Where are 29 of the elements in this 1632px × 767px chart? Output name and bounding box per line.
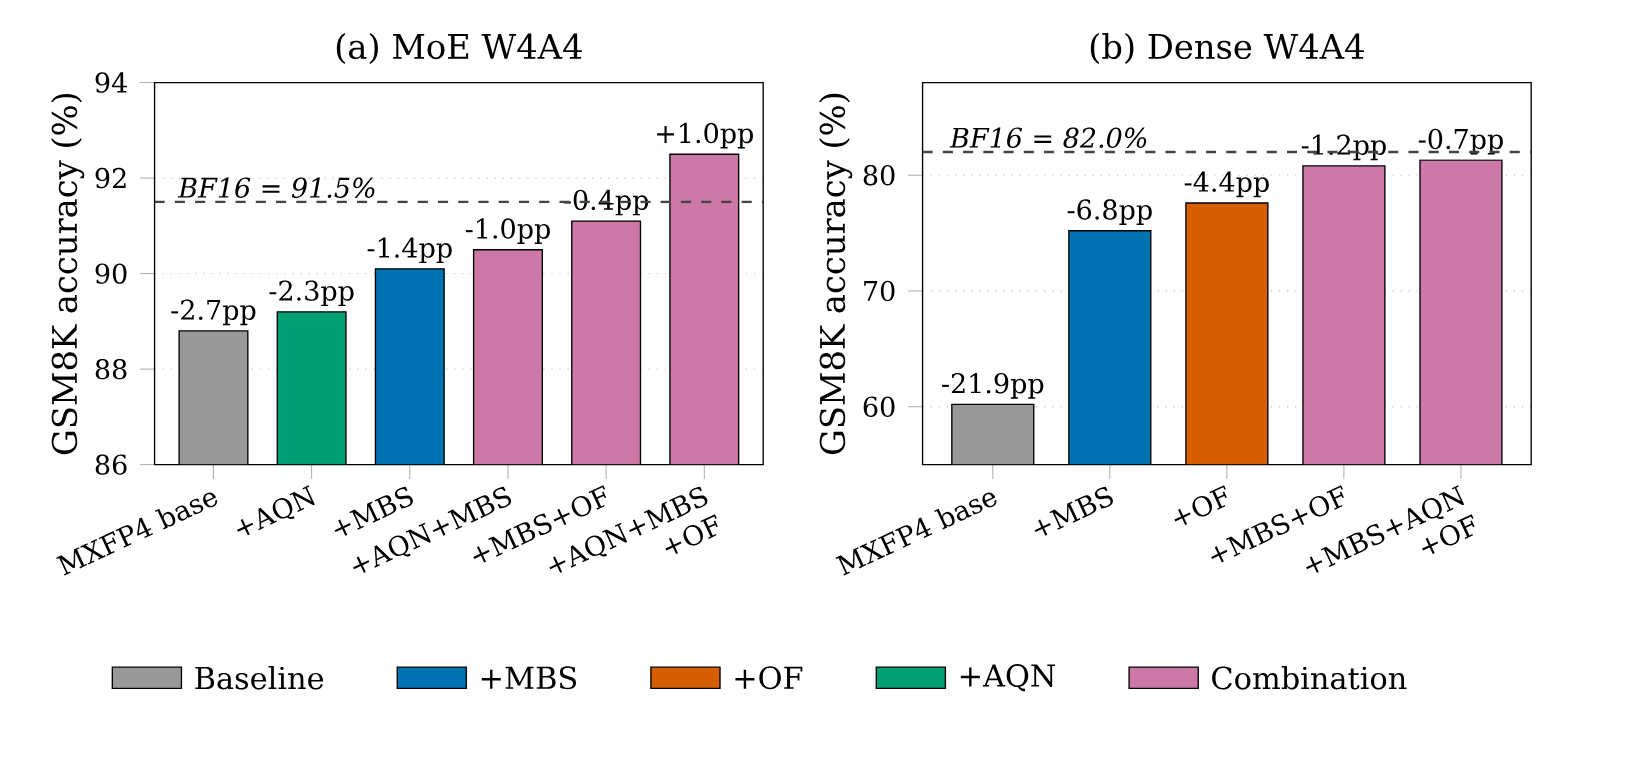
y-axis-title: GSM8K accuracy (%) <box>819 93 853 455</box>
legend-label: Baseline <box>195 665 324 690</box>
y-tick-label: 60 <box>863 396 895 417</box>
legend-label: +AQN <box>960 664 1056 692</box>
annotation: +1.0pp <box>657 122 753 149</box>
annotation: -1.4pp <box>367 237 452 264</box>
y-axis-title: GSM8K accuracy (%) <box>51 93 85 455</box>
legend-label: Combination <box>1212 665 1407 690</box>
ref-line-label: BF16 = 82.0% <box>949 127 1147 148</box>
annotation: -6.8pp <box>1067 199 1152 225</box>
y-tick-label: 94 <box>95 72 127 93</box>
y-tick-label: 92 <box>95 167 126 189</box>
ref-line-label: BF16 = 91.5% <box>177 177 375 198</box>
legend-label: +OF <box>735 666 803 690</box>
annotation: -2.7pp <box>171 299 256 326</box>
y-tick-label: 80 <box>863 164 895 186</box>
chart-title: (a) MoE W4A4 <box>336 32 582 64</box>
annotation: -0.7pp <box>1418 128 1503 155</box>
y-tick-label: 86 <box>95 454 127 475</box>
annotation: -2.3pp <box>269 280 354 307</box>
legend-label: +MBS <box>481 666 576 690</box>
annotation: -21.9pp <box>942 373 1044 399</box>
annotation: -1.2pp <box>1301 134 1386 161</box>
annotation: -1.0pp <box>465 218 550 244</box>
y-tick-label: 88 <box>95 358 127 380</box>
annotation: -4.4pp <box>1184 171 1269 198</box>
y-tick-label: 70 <box>864 280 895 302</box>
chart-title: (b) Dense W4A4 <box>1090 32 1364 64</box>
y-tick-label: 90 <box>95 263 127 284</box>
